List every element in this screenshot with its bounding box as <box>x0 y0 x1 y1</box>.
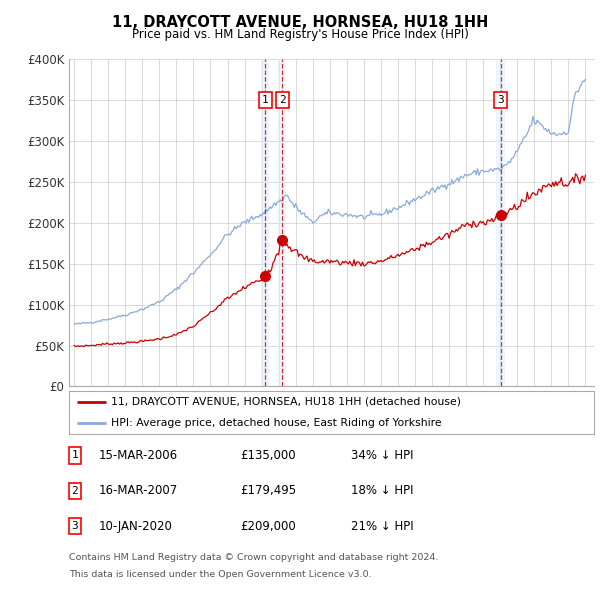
Text: 11, DRAYCOTT AVENUE, HORNSEA, HU18 1HH (detached house): 11, DRAYCOTT AVENUE, HORNSEA, HU18 1HH (… <box>111 397 461 407</box>
Bar <box>278 59 286 386</box>
Text: HPI: Average price, detached house, East Riding of Yorkshire: HPI: Average price, detached house, East… <box>111 418 442 428</box>
Text: Contains HM Land Registry data © Crown copyright and database right 2024.: Contains HM Land Registry data © Crown c… <box>69 553 439 562</box>
Text: 10-JAN-2020: 10-JAN-2020 <box>99 520 173 533</box>
Text: 2: 2 <box>278 95 286 105</box>
Text: 3: 3 <box>71 522 79 531</box>
Text: 16-MAR-2007: 16-MAR-2007 <box>99 484 178 497</box>
Text: 1: 1 <box>71 451 79 460</box>
Text: This data is licensed under the Open Government Licence v3.0.: This data is licensed under the Open Gov… <box>69 571 371 579</box>
Text: Price paid vs. HM Land Registry's House Price Index (HPI): Price paid vs. HM Land Registry's House … <box>131 28 469 41</box>
Text: 11, DRAYCOTT AVENUE, HORNSEA, HU18 1HH: 11, DRAYCOTT AVENUE, HORNSEA, HU18 1HH <box>112 15 488 30</box>
Text: 15-MAR-2006: 15-MAR-2006 <box>99 449 178 462</box>
Text: £135,000: £135,000 <box>240 449 296 462</box>
Bar <box>261 59 269 386</box>
Text: £179,495: £179,495 <box>240 484 296 497</box>
Text: 1: 1 <box>262 95 268 105</box>
Text: £209,000: £209,000 <box>240 520 296 533</box>
Text: 2: 2 <box>71 486 79 496</box>
Bar <box>496 59 505 386</box>
Text: 3: 3 <box>497 95 504 105</box>
Text: 21% ↓ HPI: 21% ↓ HPI <box>351 520 413 533</box>
Text: 18% ↓ HPI: 18% ↓ HPI <box>351 484 413 497</box>
Text: 34% ↓ HPI: 34% ↓ HPI <box>351 449 413 462</box>
